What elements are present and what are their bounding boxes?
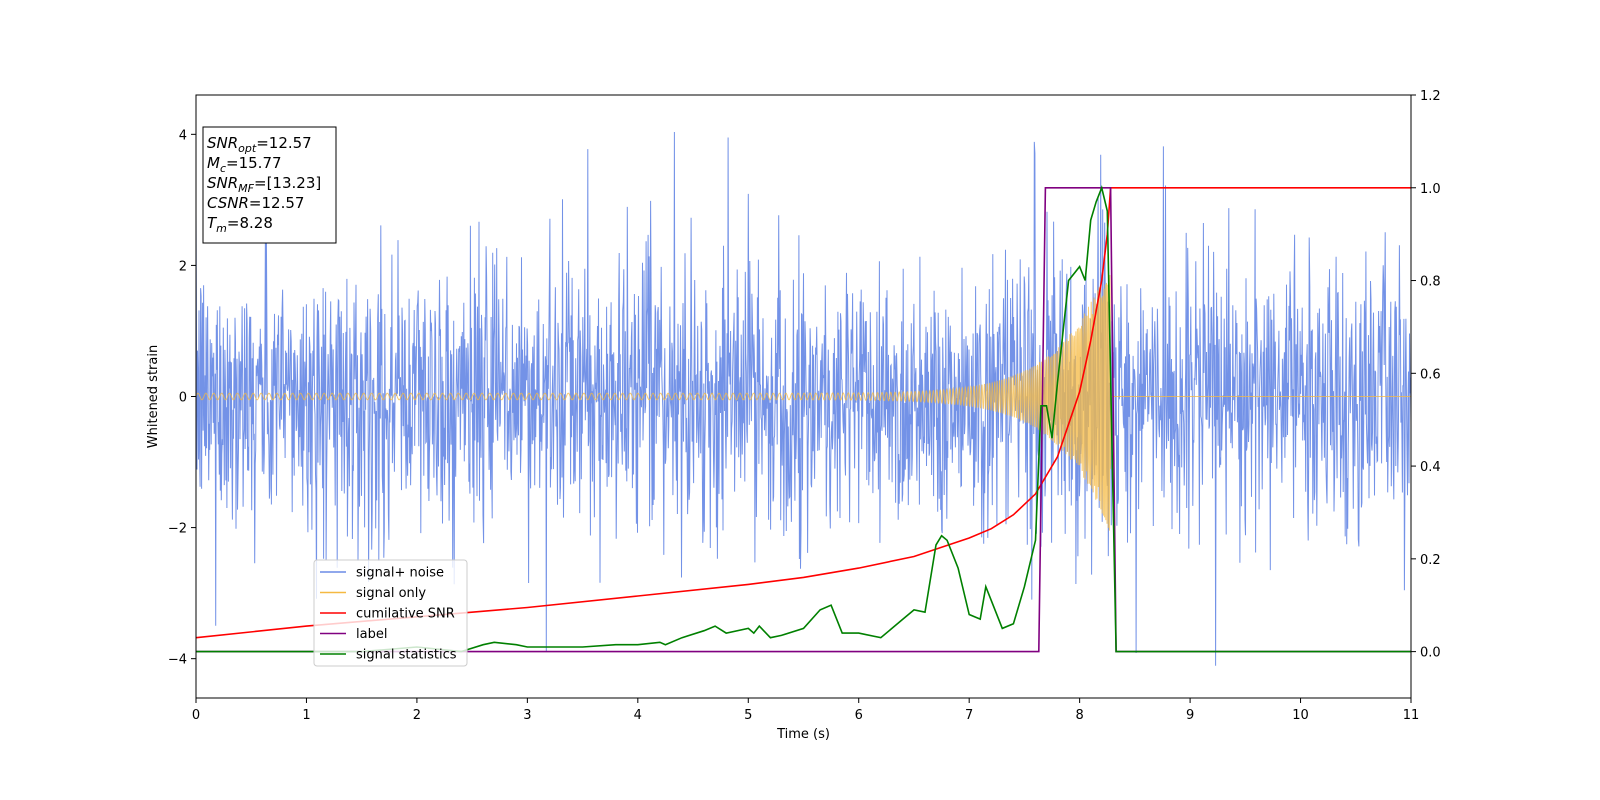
series-signal-noise <box>196 131 1411 666</box>
legend-label: label <box>356 627 387 642</box>
x-tick-label: 3 <box>523 708 531 723</box>
x-tick-label: 8 <box>1075 708 1083 723</box>
x-tick-label: 5 <box>744 708 752 723</box>
series-signal-only <box>196 274 1411 531</box>
y-left-tick-label: 0 <box>179 391 187 406</box>
series-signal-statistics <box>196 185 1411 653</box>
legend-label: cumilative SNR <box>356 607 455 622</box>
axes: 0 1 2 3 4 5 6 7 8 9 10 11 4 2 0 −2 −4 1.2 1.0 0.8 0.6 0.4 0.2 0… <box>146 89 1441 742</box>
x-tick-label: 1 <box>302 708 310 723</box>
y-right-tick-label: 0.4 <box>1420 460 1441 475</box>
info-box-frame <box>202 126 337 244</box>
y-right-tick-label: 1.0 <box>1420 182 1441 197</box>
x-tick-label: 7 <box>965 708 973 723</box>
x-tick-label: 0 <box>192 708 200 723</box>
y-left-tick-label: −4 <box>168 653 187 668</box>
legend-label: signal only <box>356 586 426 601</box>
y-right-tick-label: 1.2 <box>1420 89 1441 104</box>
info-box: SNRopt=12.57Mc=15.77SNRMF=[13.23]CSNR=12… <box>202 126 337 244</box>
info-line: Mc=15.77 <box>207 154 282 175</box>
y-left-tick-label: −2 <box>168 522 187 537</box>
y-axis-label: Whitened strain <box>146 345 161 448</box>
y-right-tick-label: 0.6 <box>1420 367 1441 382</box>
x-tick-label: 11 <box>1403 708 1420 723</box>
x-tick-label: 4 <box>634 708 642 723</box>
x-tick-label: 6 <box>855 708 863 723</box>
y-right-tick-label: 0.8 <box>1420 275 1441 290</box>
legend-box <box>313 559 468 667</box>
y-right-tick-label: 0.2 <box>1420 553 1441 568</box>
legend-label: signal statistics <box>356 648 457 663</box>
plot-area <box>196 131 1411 666</box>
x-tick-label: 2 <box>413 708 421 723</box>
series-cumulative-snr <box>196 187 1411 639</box>
x-tick-label: 9 <box>1186 708 1194 723</box>
x-tick-label: 10 <box>1292 708 1309 723</box>
series-group <box>196 131 1411 666</box>
info-line: Tm=8.28 <box>207 214 273 235</box>
info-line: SNRopt=12.57 <box>207 134 312 155</box>
info-line: CSNR=12.57 <box>207 194 304 212</box>
y-right-tick-label: 0.0 <box>1420 646 1441 661</box>
legend: signal+ noise signal only cumilative SNR la… <box>313 559 468 667</box>
legend-label: signal+ noise <box>356 566 444 581</box>
x-axis-label: Time (s) <box>776 727 830 742</box>
y-left-tick-label: 2 <box>179 259 187 274</box>
info-line: SNRMF=[13.23] <box>207 174 321 195</box>
y-left-tick-label: 4 <box>179 128 187 143</box>
